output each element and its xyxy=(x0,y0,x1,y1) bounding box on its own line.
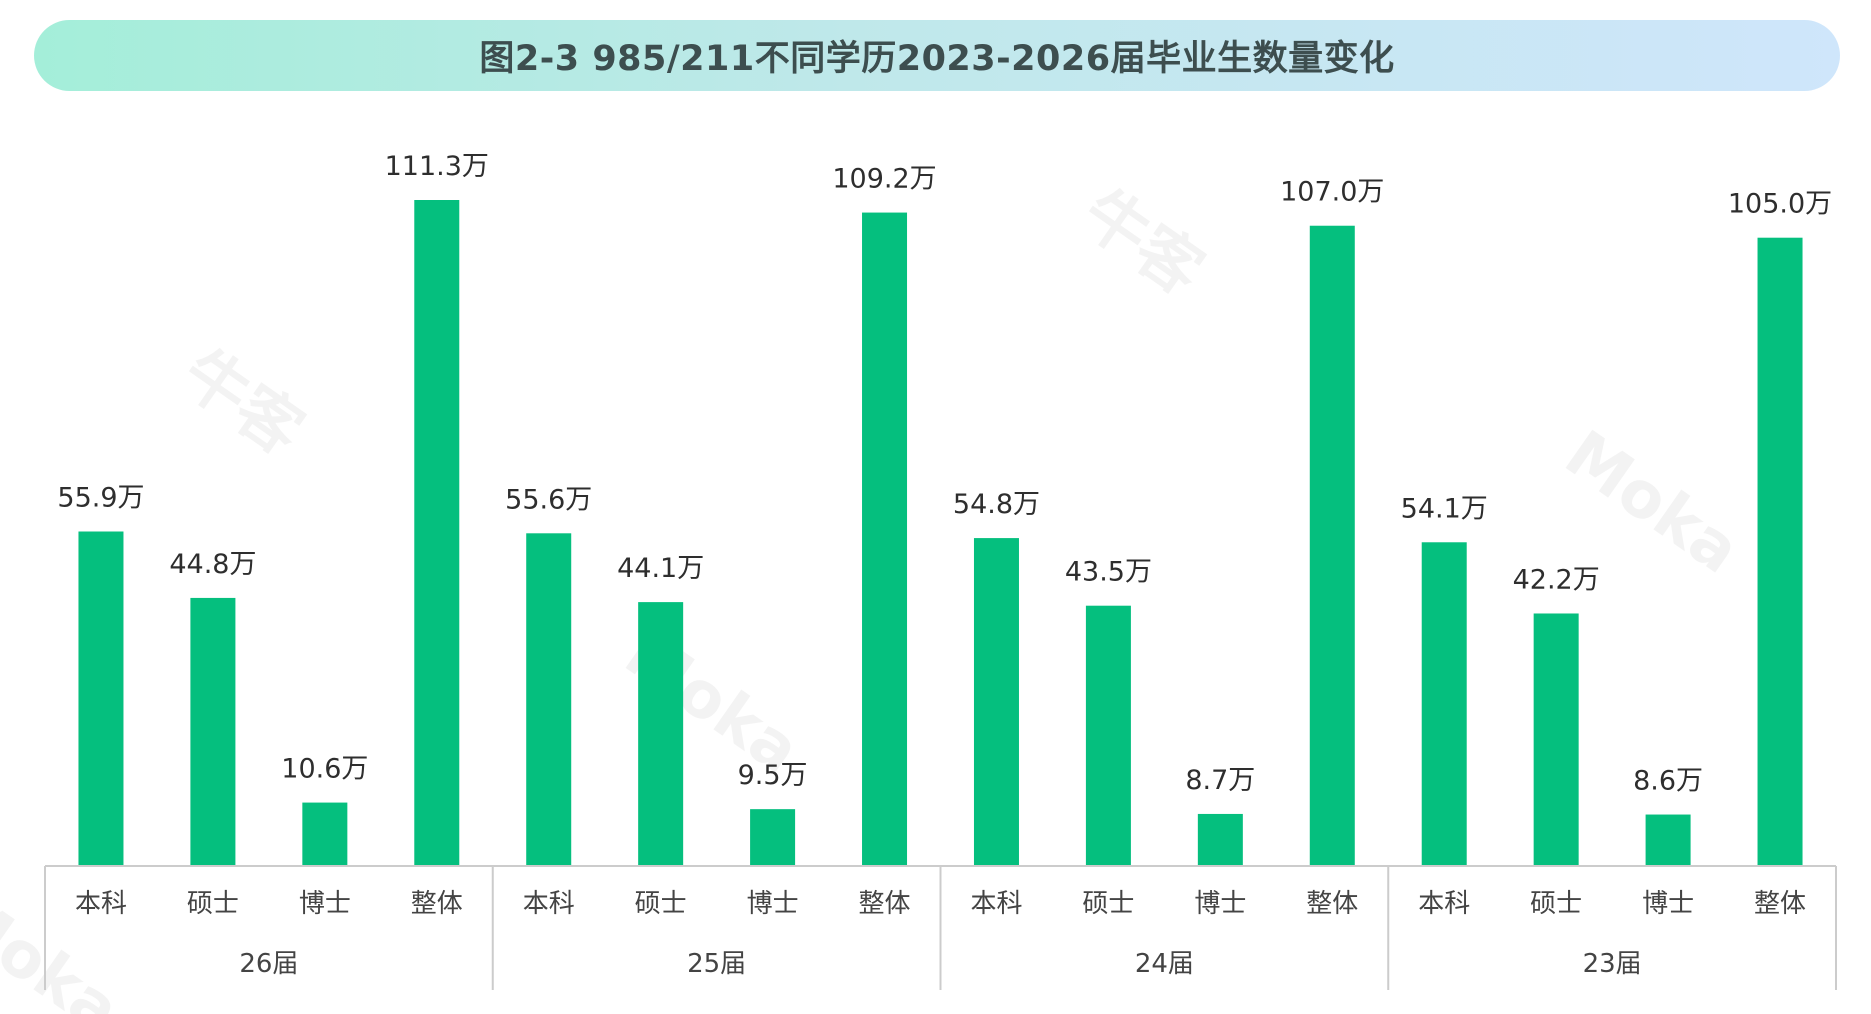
bar-value-label: 54.1万 xyxy=(1401,493,1488,524)
bar-value-label: 44.8万 xyxy=(169,549,256,580)
bar-value-label: 111.3万 xyxy=(385,151,489,182)
bar-value-label: 105.0万 xyxy=(1728,189,1832,220)
category-tick-label: 硕士 xyxy=(187,889,239,919)
category-tick-label: 博士 xyxy=(1642,889,1694,919)
category-tick-label: 本科 xyxy=(970,889,1022,919)
bar xyxy=(1645,814,1691,866)
bar xyxy=(78,531,124,866)
bar-value-label: 55.9万 xyxy=(57,483,144,514)
bar-value-label: 8.6万 xyxy=(1633,766,1703,797)
bar xyxy=(1757,237,1803,866)
bar-value-label: 107.0万 xyxy=(1280,177,1384,208)
category-tick-label: 本科 xyxy=(75,889,127,919)
bar-value-label: 55.6万 xyxy=(505,484,592,515)
group-label: 23届 xyxy=(1583,949,1642,979)
category-tick-label: 硕士 xyxy=(635,889,687,919)
bar xyxy=(190,597,236,866)
bar xyxy=(1197,813,1243,866)
group-label: 25届 xyxy=(687,949,746,979)
axis-layer: 26届 本科 硕士 博士 整体 25届 本科 硕士 博士 整体 24届 本科 硕士 博士 整体 23届 本科 硕士… xyxy=(44,865,1837,990)
category-tick-label: 整体 xyxy=(859,889,911,919)
category-tick-label: 本科 xyxy=(523,889,575,919)
bar xyxy=(1533,613,1579,866)
bar xyxy=(1309,225,1355,866)
chart-title: 图2-3 985/211不同学历2023-2026届毕业生数量变化 xyxy=(479,39,1395,79)
bar-value-label: 8.7万 xyxy=(1185,765,1255,796)
bar-value-label: 44.1万 xyxy=(617,553,704,584)
group-label: 26届 xyxy=(239,949,298,979)
bars-layer: 55.9万 44.8万 10.6万 111.3万 55.6万 44.1万 9.5万 109.2… xyxy=(57,151,1832,866)
chart-title-banner: 图2-3 985/211不同学历2023-2026届毕业生数量变化 xyxy=(34,20,1840,91)
bar-value-label: 43.5万 xyxy=(1065,557,1152,588)
bar-value-label: 54.8万 xyxy=(953,489,1040,520)
bar-value-label: 109.2万 xyxy=(832,164,936,195)
category-tick-label: 博士 xyxy=(299,889,351,919)
bar xyxy=(1421,542,1467,866)
category-tick-label: 硕士 xyxy=(1530,889,1582,919)
bar xyxy=(973,538,1019,866)
bar-value-label: 42.2万 xyxy=(1513,564,1600,595)
category-tick-label: 整体 xyxy=(411,889,463,919)
bar xyxy=(638,602,684,866)
bar xyxy=(1085,605,1131,866)
category-tick-label: 本科 xyxy=(1418,889,1470,919)
watermark-text: 牛客 xyxy=(168,336,315,470)
group-label: 24届 xyxy=(1135,949,1194,979)
bar xyxy=(750,809,796,866)
category-tick-label: 硕士 xyxy=(1082,889,1134,919)
watermark-text: Moka xyxy=(1552,417,1753,589)
category-tick-label: 整体 xyxy=(1754,889,1806,919)
category-tick-label: 博士 xyxy=(1194,889,1246,919)
bar-value-label: 9.5万 xyxy=(738,760,808,791)
bar-value-label: 10.6万 xyxy=(281,754,368,785)
bar xyxy=(414,200,460,866)
watermark-text: 牛客 xyxy=(1068,176,1215,310)
category-tick-label: 整体 xyxy=(1306,889,1358,919)
bar xyxy=(526,533,572,866)
bar xyxy=(862,212,908,866)
bar xyxy=(302,802,348,866)
category-tick-label: 博士 xyxy=(747,889,799,919)
